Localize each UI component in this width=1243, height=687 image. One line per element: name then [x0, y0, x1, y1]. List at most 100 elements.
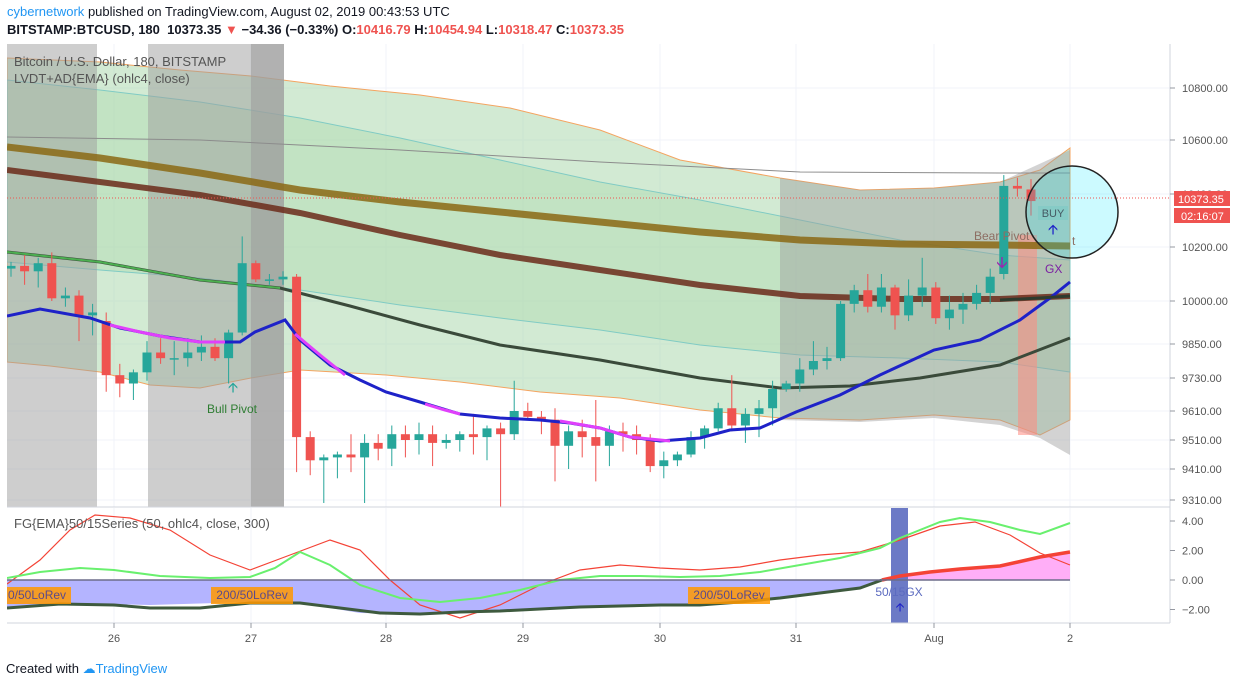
candles-layer — [7, 175, 1036, 507]
candle-body — [509, 411, 519, 435]
candle-body — [319, 457, 329, 461]
candle-body — [700, 428, 710, 438]
candle-body — [645, 440, 655, 467]
red-zone — [1018, 235, 1037, 435]
candle-body — [917, 287, 927, 296]
candle-body — [60, 295, 70, 299]
candle-body — [88, 312, 98, 316]
price-tick-label: 10000.00 — [1182, 296, 1228, 308]
candle-body — [305, 437, 315, 461]
bear-pivot-label-tail: t — [1072, 234, 1076, 248]
candle-body — [550, 419, 560, 446]
candle-body — [183, 352, 193, 359]
candle-body — [292, 276, 302, 438]
last-price: 10373.35 — [167, 22, 222, 37]
candle-body — [958, 303, 968, 310]
open-label: O: — [341, 22, 357, 37]
bear-pivot-label: Bear Pivot — [974, 229, 1030, 243]
ema-magenta-segment — [424, 402, 461, 416]
price-pane-background — [7, 44, 1170, 507]
ema-magenta-segment — [109, 323, 225, 344]
candle-body — [591, 437, 601, 446]
candle-body — [47, 263, 57, 299]
price-tick-label: 9730.00 — [1182, 373, 1222, 385]
time-axis[interactable]: 26 27 28 29 30 31 Aug 2 — [108, 623, 1073, 645]
highlight-circle — [1025, 165, 1119, 259]
candle-body — [944, 309, 954, 319]
price-tick-label: 9510.00 — [1182, 435, 1222, 447]
time-tick-label: 31 — [790, 633, 802, 645]
tradingview-brand[interactable]: TradingView — [95, 661, 168, 676]
lorev-label: 200/50LoRev — [216, 588, 287, 602]
candle-body — [237, 263, 247, 333]
candle-body — [536, 416, 546, 420]
time-tick-label: 27 — [245, 633, 257, 645]
price-tick-label: 10800.00 — [1182, 83, 1228, 95]
legend-oscillator: FG{EMA}50/15Series (50, ohlc4, close, 30… — [14, 516, 270, 531]
gray-zone — [780, 150, 1070, 455]
time-tick-label: Aug — [924, 633, 944, 645]
price-axis[interactable]: 10800.0010600.0010400.0010200.0010000.00… — [1170, 83, 1228, 507]
high-label: H: — [414, 22, 428, 37]
ema-magenta-segment — [559, 419, 671, 443]
candle-body — [346, 454, 356, 458]
candle-body — [808, 361, 818, 370]
lorev-badge — [688, 587, 770, 604]
buy-label-box — [1038, 206, 1068, 220]
candle-body — [496, 428, 506, 435]
osc-red-line — [7, 514, 1071, 619]
candle-body — [482, 428, 492, 438]
high-value: 10454.94 — [428, 22, 483, 37]
ohlc-line: BITSTAMP:BTCUSD, 180 10373.35 ▼ −34.36 (… — [7, 22, 624, 37]
legend-symbol-title: Bitcoin / U.S. Dollar, 180, BITSTAMP — [14, 54, 226, 69]
candle-body — [169, 358, 179, 360]
oscillator-axis[interactable]: 4.00 2.00 0.00 −2.00 — [1170, 516, 1210, 617]
candle-body — [999, 185, 1009, 274]
published-text: published on TradingView.com, August 02,… — [87, 4, 450, 19]
price-tick-label: 10600.00 — [1182, 135, 1228, 147]
candle-body — [251, 263, 261, 280]
candle-body — [210, 346, 220, 359]
candle-body — [414, 434, 424, 440]
candle-body — [904, 295, 914, 316]
candle-body — [754, 408, 764, 414]
arrow-up-icon: 🡩 — [1048, 221, 1058, 237]
close-value: 10373.35 — [569, 22, 624, 37]
candle-body — [781, 383, 791, 389]
candle-body — [128, 372, 138, 384]
low-label: L: — [485, 22, 499, 37]
candle-body — [890, 287, 900, 316]
arrow-up-icon: 🡩 — [896, 600, 905, 614]
candle-body — [7, 265, 16, 269]
open-value: 10416.79 — [356, 22, 411, 37]
candle-body — [115, 375, 125, 384]
candle-body — [142, 352, 152, 373]
ema-gold-band — [7, 143, 1071, 250]
candle-body — [849, 290, 859, 304]
candle-body — [863, 290, 873, 307]
candle-body — [156, 352, 166, 359]
candle-body — [659, 460, 669, 467]
candle-body — [577, 431, 587, 438]
ema-overlay — [7, 280, 1071, 443]
ema-magenta-segment — [294, 332, 346, 377]
candle-body — [74, 295, 84, 316]
lorev-label: 0/50LoRev — [8, 588, 66, 602]
candle-body — [931, 287, 941, 319]
price-tick-label: 9610.00 — [1182, 406, 1222, 418]
tradingview-logo-icon[interactable]: ☁ — [82, 661, 96, 676]
candle-body — [985, 276, 995, 293]
buy-label: BUY — [1042, 208, 1065, 220]
author-name[interactable]: cybernetwork — [7, 4, 85, 19]
candle-body — [618, 431, 628, 435]
candle-body — [455, 434, 465, 440]
candle-body — [822, 358, 832, 361]
time-tick-label: 2 — [1067, 633, 1073, 645]
publish-line: cybernetwork published on TradingView.co… — [7, 4, 450, 19]
ema-darkgreen-line — [999, 294, 1071, 302]
candle-body — [373, 442, 383, 449]
candle-body — [686, 437, 696, 455]
gx-label: GX — [1045, 262, 1062, 276]
candle-body — [278, 276, 288, 280]
